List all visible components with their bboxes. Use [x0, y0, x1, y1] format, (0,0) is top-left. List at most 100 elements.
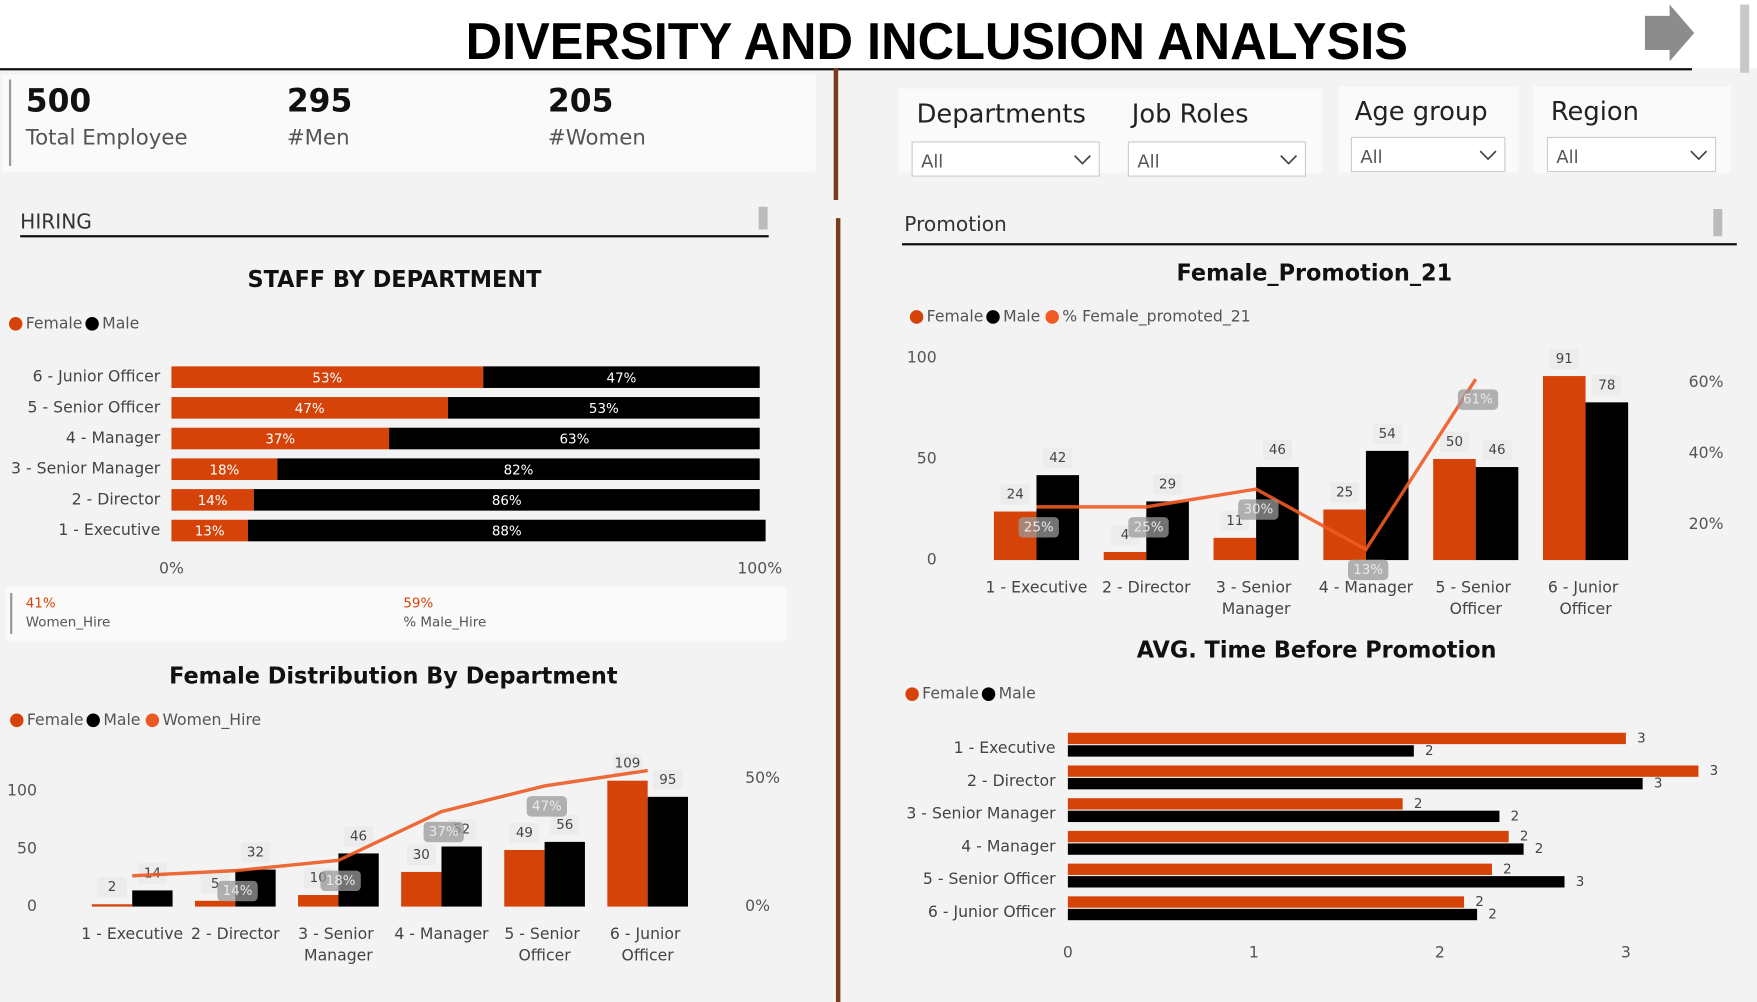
category-label: 5 - Senior Officer [504, 923, 584, 964]
category-label: 4 - Manager [1319, 577, 1414, 596]
category-label: 6 - Junior Officer [1548, 577, 1623, 618]
bar-segment [483, 366, 760, 388]
bar [91, 904, 133, 907]
legend-label: Women_Hire [162, 710, 261, 730]
chart-title: STAFF BY DEPARTMENT [247, 267, 542, 293]
data-label-bg [1592, 375, 1622, 396]
dropdown-value: All [1360, 147, 1382, 168]
data-label: 5 [211, 876, 220, 892]
y-tick-label: 100 [7, 781, 37, 800]
scroll-handle [758, 206, 768, 230]
x-tick-label: 0% [159, 559, 184, 578]
chart-title: Female_Promotion_21 [1177, 260, 1453, 286]
data-label: 95 [659, 772, 676, 788]
bar-segment [171, 397, 448, 419]
category-label: 3 - Senior Manager [11, 459, 161, 478]
data-label-bg [1153, 474, 1183, 495]
data-label: 88% [492, 524, 522, 540]
data-label: 30 [413, 847, 430, 863]
category-label: 6 - Junior Officer [33, 367, 161, 386]
x-tick-label: 1 [1249, 943, 1259, 962]
line-label-bg [526, 796, 567, 817]
section-title: HIRING [20, 210, 92, 234]
legend-label: % Female_promoted_21 [1062, 306, 1250, 326]
card-label: Women_Hire [26, 615, 111, 631]
data-label: 109 [615, 756, 641, 772]
category-label: 3 - Senior Manager [1216, 577, 1296, 618]
data-label: 14% [198, 493, 228, 509]
dropdown-chevron [1479, 150, 1497, 161]
data-label: 50 [1446, 434, 1463, 450]
bar [1067, 908, 1478, 921]
category-label: 5 - Senior Officer [1436, 577, 1516, 618]
data-label: 2 [1535, 841, 1544, 857]
scrollbar [1740, 4, 1750, 73]
y2-tick-label: 50% [745, 768, 780, 787]
category-label: 2 - Director [72, 489, 161, 508]
filter-title: Job Roles [1130, 99, 1249, 129]
line [132, 768, 648, 878]
bar-segment [171, 519, 248, 542]
dropdown[interactable] [1127, 141, 1306, 177]
data-label: 3 [1654, 776, 1663, 792]
data-label: 53% [589, 401, 619, 417]
data-label: 3 [1637, 730, 1646, 746]
data-label-bg [653, 769, 683, 791]
bar [1067, 843, 1524, 855]
data-label: 37% [265, 432, 295, 448]
bar [647, 796, 689, 907]
data-label: 2 [1414, 796, 1423, 812]
legend-label: Male [103, 710, 140, 729]
bar [1067, 798, 1403, 810]
dropdown-chevron [1690, 150, 1708, 161]
data-label-bg [1482, 439, 1512, 461]
x-tick-label: 3 [1621, 943, 1631, 962]
data-label: 91 [1556, 351, 1573, 367]
data-label-bg [240, 842, 271, 863]
line-label-bg [423, 821, 464, 843]
dropdown[interactable] [911, 141, 1100, 177]
legend-marker [145, 713, 160, 728]
bar [1067, 745, 1414, 757]
bar [1067, 863, 1492, 875]
data-label: 3 [1710, 763, 1719, 779]
line-label: 37% [429, 824, 459, 840]
legend-label: Female [927, 306, 984, 325]
y2-tick-label: 20% [1689, 514, 1724, 533]
line-label: 13% [1353, 562, 1383, 578]
bar [1365, 450, 1409, 561]
data-label: 2 [1425, 743, 1434, 759]
legend-label: Male [102, 313, 139, 332]
bar-segment [247, 519, 766, 542]
category-label: 5 - Senior Officer [28, 397, 161, 416]
bar [1067, 896, 1465, 908]
data-label: 82% [504, 462, 534, 478]
category-label: 6 - Junior Officer [610, 923, 685, 964]
data-label: 2 [1488, 906, 1497, 922]
y-tick-label: 100 [907, 347, 937, 366]
data-label: 29 [1159, 476, 1176, 492]
category-label: 1 - Executive [58, 520, 160, 539]
legend-marker [10, 713, 24, 728]
category-label: 5 - Senior Officer [923, 869, 1056, 888]
page-title: DIVERSITY AND INCLUSION ANALYSIS [466, 12, 1408, 70]
legend-marker [85, 316, 99, 331]
dropdown[interactable] [1350, 136, 1506, 173]
nav-arrow[interactable] [1644, 4, 1695, 62]
legend-marker [981, 687, 996, 701]
bar [1067, 732, 1626, 745]
line-label: 61% [1463, 392, 1493, 408]
y2-tick-label: 0% [745, 896, 770, 915]
line-label-bg [320, 870, 361, 892]
line [1036, 378, 1478, 552]
bar-segment [447, 397, 760, 419]
category-label: 2 - Director [967, 771, 1056, 790]
bar [1213, 537, 1257, 561]
dropdown[interactable] [1546, 136, 1717, 173]
bar [1067, 777, 1643, 790]
x-tick-label: 100% [737, 559, 782, 578]
data-label: 2 [1475, 894, 1484, 910]
y-tick-label: 0 [927, 550, 937, 569]
line-label-bg [217, 880, 258, 902]
